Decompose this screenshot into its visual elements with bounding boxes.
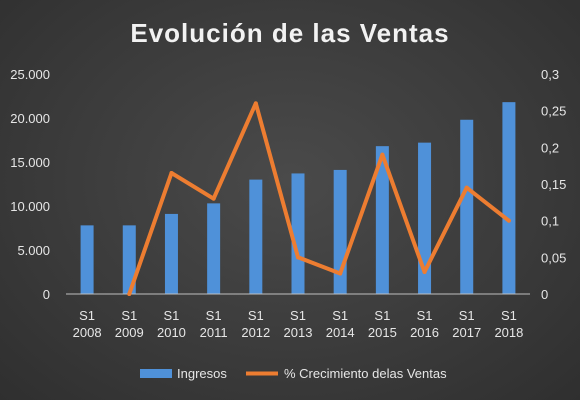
bar [80,225,94,294]
line-point [380,152,385,157]
line-point [253,101,258,106]
right-axis-ticks: 0 0,05 0,1 0,15 0,2 0,25 0,3 [541,67,566,302]
x-tick-label: S1 2015 [368,308,397,340]
bar [375,146,389,294]
bar [502,102,516,294]
left-axis-ticks: 0 5.000 10.000 15.000 20.000 25.000 [10,67,50,302]
x-tick-label: S1 2010 [157,308,186,340]
left-tick-label: 25.000 [10,67,50,82]
bar [207,203,221,294]
line-point [169,171,174,175]
right-tick-label: 0,05 [541,250,566,265]
left-tick-label: 5.000 [17,243,50,258]
x-tick-label: S1 2013 [284,308,313,340]
legend-swatch-bar [140,369,172,378]
right-tick-label: 0,25 [541,104,566,119]
bar [122,225,136,294]
line-point [127,292,132,296]
line-point [422,270,427,274]
left-tick-label: 15.000 [10,155,50,170]
x-tick-label: S1 2014 [326,308,355,340]
x-tick-label: S1 2011 [200,308,228,340]
line-point [338,271,343,276]
line-point [506,218,511,223]
left-tick-label: 0 [43,287,50,302]
bar [418,142,432,294]
legend-label-bar: Ingresos [177,366,227,381]
bar [291,173,305,294]
x-axis-ticks: S1 2008 S1 2009 S1 2010 S1 2011 S1 2012 S1 2013 S1 20… [73,308,524,340]
right-tick-label: 0,1 [541,214,559,229]
line-series [127,101,511,296]
x-tick-label: S1 2016 [410,308,439,340]
x-tick-label: S1 2009 [115,308,144,340]
legend: Ingresos % Crecimiento delas Ventas [140,366,447,381]
bar [249,179,263,294]
left-tick-label: 20.000 [10,111,50,126]
bar-series [80,102,516,294]
right-tick-label: 0,2 [541,140,559,155]
x-tick-label: S1 2012 [241,308,270,340]
right-tick-label: 0 [541,287,548,302]
x-tick-label: S1 2008 [73,308,102,340]
x-tick-label: S1 2018 [494,308,523,340]
series-line [127,101,511,296]
legend-label-line: % Crecimiento delas Ventas [284,366,447,381]
line-point [296,255,300,260]
chart-title: Evolución de las Ventas [130,18,449,48]
x-tick-label: S1 2017 [452,308,481,340]
right-tick-label: 0,15 [541,177,566,192]
left-tick-label: 10.000 [10,199,50,214]
right-tick-label: 0,3 [541,67,559,82]
line-point [211,196,216,201]
bar [164,213,178,294]
line-point [464,185,469,190]
bar [460,119,474,294]
